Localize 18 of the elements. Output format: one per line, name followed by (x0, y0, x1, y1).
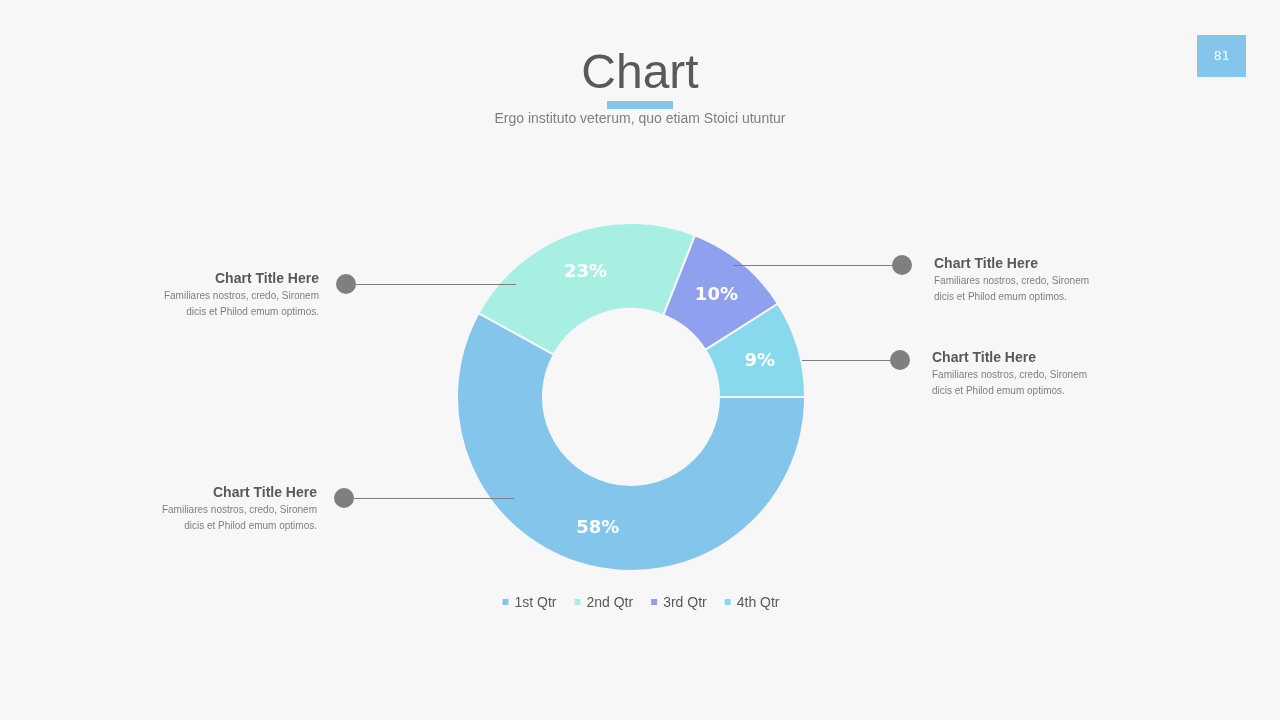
text: Chart Title Here (934, 255, 1038, 272)
legend-label: 3rd Qtr (663, 594, 708, 610)
text: Chart Title Here (932, 349, 1036, 366)
text: Familiares nostros, credo, Sironem dicis et Philod emum optimos. (932, 368, 1089, 398)
text: Familiares nostros, credo, Sironem dicis et Philod emum optimos. (162, 289, 319, 319)
data-label: 23% (564, 260, 608, 282)
chart-subtitle: Ergo instituto veterum, quo etiam Stoici utuntur (493, 110, 787, 126)
legend-label: 2nd Qtr (586, 594, 634, 610)
data-label: 58% (576, 516, 620, 538)
text: Familiares nostros, credo, Sironem dicis et Philod emum optimos. (160, 503, 317, 533)
legend-label: 1st Qtr (514, 594, 557, 610)
data-label: 10% (694, 283, 738, 305)
text: Familiares nostros, credo, Sironem dicis et Philod emum optimos. (934, 274, 1091, 304)
chart-title: Chart (581, 45, 699, 98)
text: Chart Title Here (215, 270, 319, 287)
text: Chart Title Here (213, 484, 317, 501)
data-label: 9% (744, 349, 775, 371)
legend-label: 4th Qtr (736, 594, 780, 610)
